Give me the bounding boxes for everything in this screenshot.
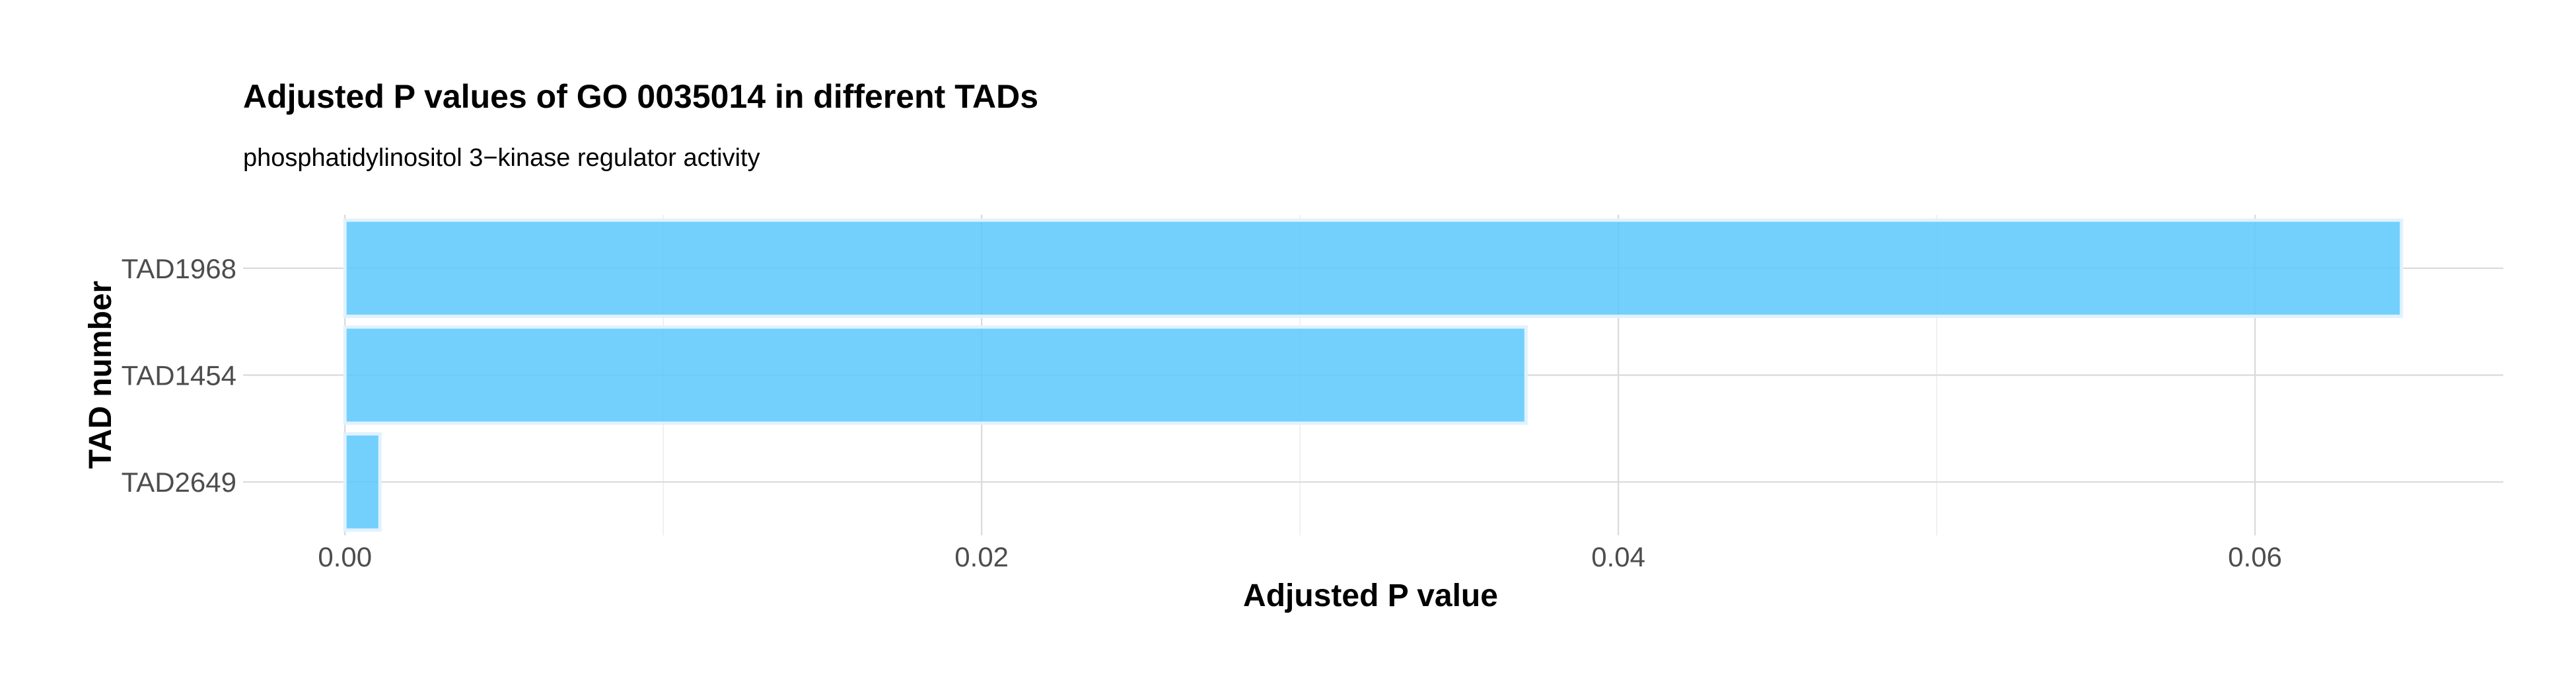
y-tick-labels: TAD1968 TAD1454 TAD2649 [122, 253, 236, 498]
chart-title: Adjusted P values of GO 0035014 in diffe… [243, 78, 1038, 115]
x-axis-title: Adjusted P value [1243, 578, 1498, 613]
x-tick-label: 0.04 [1591, 541, 1645, 572]
y-tick-label: TAD2649 [122, 467, 236, 498]
x-tick-labels: 0.00 0.02 0.04 0.06 [318, 541, 2282, 572]
y-tick-label: TAD1454 [122, 360, 236, 391]
bar-tad1454 [343, 325, 1528, 425]
bar-tad2649 [343, 432, 382, 532]
y-tick-label: TAD1968 [122, 253, 236, 284]
bars [343, 218, 2404, 532]
bar-tad1968 [343, 218, 2404, 319]
chart-subtitle: phosphatidylinositol 3−kinase regulator … [243, 144, 760, 172]
y-axis-title: TAD number [83, 281, 118, 469]
x-tick-label: 0.00 [318, 541, 372, 572]
x-tick-label: 0.06 [2228, 541, 2282, 572]
x-tick-label: 0.02 [954, 541, 1009, 572]
